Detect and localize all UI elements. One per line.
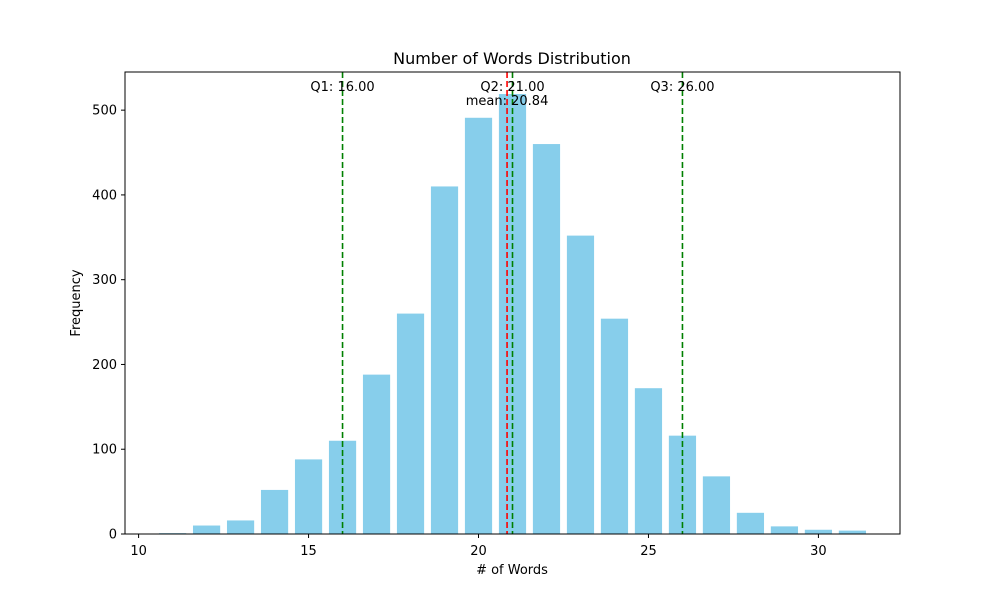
bar-18 [396, 313, 425, 534]
y-axis-label: Frequency [69, 269, 84, 336]
bar-30 [804, 529, 833, 534]
bar-25 [634, 388, 663, 534]
chart-title: Number of Words Distribution [393, 49, 631, 68]
y-tick-label: 300 [92, 273, 117, 288]
reference-label-q1: Q1: 16.00 [310, 80, 374, 95]
bar-15 [294, 459, 323, 534]
plot-area-frame [124, 71, 901, 535]
bar-29 [770, 526, 799, 534]
bar-13 [226, 520, 255, 534]
y-tick-label: 100 [92, 443, 117, 458]
bar-23 [566, 235, 595, 534]
bar-12 [192, 525, 221, 534]
bar-14 [260, 489, 289, 534]
x-tick-label: 10 [130, 544, 147, 559]
bar-28 [736, 512, 765, 534]
bar-27 [702, 476, 731, 534]
bar-22 [532, 144, 561, 534]
y-tick-label: 400 [92, 188, 117, 203]
bar-20 [464, 117, 493, 534]
bar-17 [362, 374, 391, 534]
reference-label-mean: mean: 20.84 [466, 94, 549, 109]
bar-24 [600, 318, 629, 534]
y-tick-label: 0 [109, 528, 117, 543]
reference-label-q3: Q3: 26.00 [650, 80, 714, 95]
reference-lines-group [341, 72, 684, 534]
y-axis-ticks: 0 100 200 300 400 500 [92, 104, 125, 543]
x-tick-label: 25 [640, 544, 657, 559]
x-axis-label: # of Words [476, 563, 548, 578]
x-tick-label: 30 [810, 544, 827, 559]
y-tick-label: 200 [92, 358, 117, 373]
y-tick-label: 500 [92, 104, 117, 119]
reference-label-q2: Q2: 21.00 [480, 80, 544, 95]
x-axis-ticks: 10 15 20 25 30 [130, 534, 827, 559]
bar-31 [838, 530, 867, 534]
x-tick-label: 15 [300, 544, 317, 559]
bar-19 [430, 186, 459, 534]
x-tick-label: 20 [470, 544, 487, 559]
